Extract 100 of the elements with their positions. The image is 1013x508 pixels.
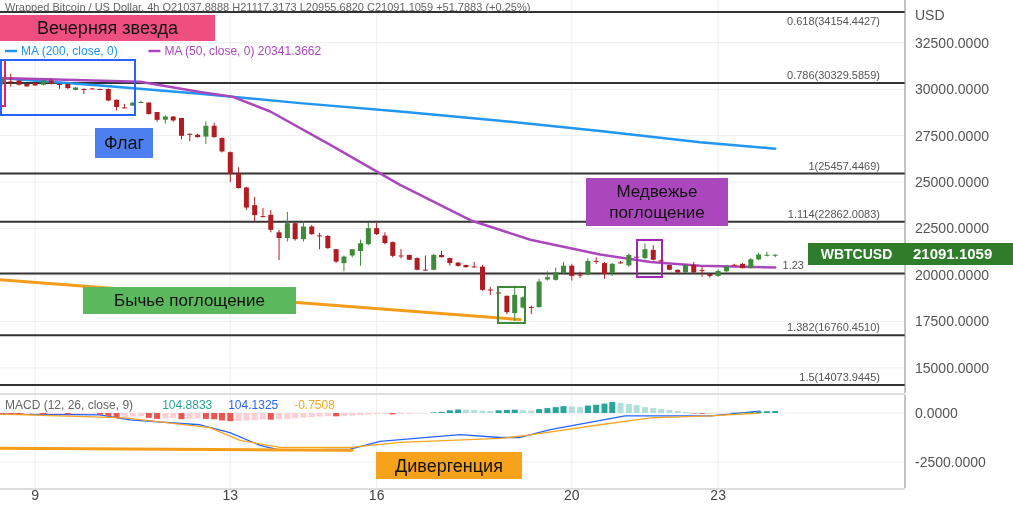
bar (641, 407, 648, 414)
bar (211, 413, 218, 420)
bar (292, 413, 299, 419)
candlestick (227, 150, 233, 183)
bar (300, 413, 307, 418)
y-tick-label: 27500.0000 (915, 127, 990, 144)
candlestick (699, 265, 705, 278)
line-series (0, 76, 777, 269)
bar (202, 413, 209, 419)
candlestick (512, 285, 518, 322)
candlestick (358, 239, 364, 267)
candlestick (268, 209, 274, 233)
x-tick-label: 23 (710, 487, 727, 503)
candlestick (236, 166, 242, 190)
bar (308, 413, 315, 418)
bar (601, 403, 608, 414)
y-tick-label: 0.0000 (915, 404, 959, 421)
bar (666, 410, 673, 414)
chart-title: Wrapped Bitcoin / US Dollar, 4h O21037.8888 H21117.3173 L20955.6820 C21091.1059 +51.7883 (+0.25%) (5, 1, 531, 13)
bar (446, 410, 453, 414)
bar (113, 413, 120, 418)
y-tick-label: 17500.0000 (915, 313, 990, 330)
bar (186, 413, 193, 419)
bar (511, 409, 518, 414)
bar (105, 413, 112, 416)
annotation: Флаг (103, 133, 145, 153)
annotation: 1.23 (782, 259, 804, 271)
candlestick (81, 87, 87, 95)
bar (276, 413, 283, 420)
ref-line-label: 0.618(34154.4427) (787, 15, 880, 27)
bar (577, 407, 584, 414)
bar (259, 413, 266, 420)
ref-line-label: 1.5(14073.9445) (799, 371, 880, 384)
bar (455, 409, 462, 414)
candlestick (8, 73, 14, 88)
bar (625, 404, 632, 414)
legend-label: MA (200, close, 0) (21, 44, 118, 58)
candlestick (203, 120, 209, 145)
series-label: 104.1325 (228, 398, 279, 412)
x-tick-label: 13 (222, 487, 239, 503)
ref-line-label: 0.786(30329.5859) (787, 69, 880, 82)
bar (584, 405, 591, 414)
y-tick-label: 22500.0000 (915, 220, 990, 237)
ref-line-label: 1.114(22862.0083) (787, 207, 880, 220)
text: -0.7508 (294, 398, 336, 412)
y-tick-label: 32500.0000 (915, 34, 990, 51)
candlestick (138, 100, 144, 104)
x-tick-label: 9 (31, 487, 40, 503)
candlestick (341, 255, 347, 272)
y-axis-title: USD (915, 7, 945, 23)
candlestick (292, 221, 298, 242)
candlestick (480, 264, 485, 292)
bar (145, 413, 152, 418)
bar (154, 413, 161, 419)
candlestick (707, 273, 713, 279)
bar (129, 413, 136, 417)
series-label: 104.8833 (162, 398, 213, 412)
bar (333, 413, 340, 417)
bar (251, 413, 258, 421)
bar (340, 413, 347, 416)
bar (267, 413, 274, 420)
x-tick-label: 20 (564, 487, 580, 503)
bar (495, 410, 502, 414)
bar (218, 413, 225, 421)
bar (284, 413, 291, 419)
bar (471, 410, 478, 414)
y-tick-label: 15000.0000 (915, 359, 990, 376)
bar (609, 402, 616, 414)
bar (121, 413, 128, 417)
candlestick (300, 220, 306, 243)
y-tick-label: -2500.0000 (915, 453, 987, 470)
candlestick (317, 232, 323, 250)
bar (194, 413, 201, 419)
candlestick (365, 222, 371, 246)
candlestick (284, 211, 290, 243)
bar (658, 409, 665, 414)
bar (227, 413, 234, 422)
candlestick (422, 255, 428, 271)
bar (650, 408, 657, 414)
text: 21091.1059 (913, 245, 993, 263)
bar (324, 413, 331, 417)
bar (462, 409, 469, 414)
candlestick (764, 251, 770, 257)
annotation: Медвежье поглощение (609, 182, 705, 222)
bar (617, 402, 624, 414)
bar (520, 410, 526, 414)
bar (178, 413, 185, 420)
bar (316, 413, 323, 417)
bar (568, 406, 575, 414)
annotation: Дивергенция (395, 455, 503, 476)
bar (593, 404, 600, 414)
candlestick (577, 271, 583, 279)
y-tick-label: 20000.0000 (915, 266, 990, 283)
candlestick (252, 196, 258, 223)
legend-label: MA (50, close, 0) 20341.3662 (164, 44, 322, 58)
annotation: Вечерняя звезда (37, 18, 179, 38)
bar (162, 413, 169, 419)
candlestick (504, 294, 510, 315)
ref-line-label: 1(25457.4469) (808, 159, 880, 172)
bar (349, 413, 356, 416)
